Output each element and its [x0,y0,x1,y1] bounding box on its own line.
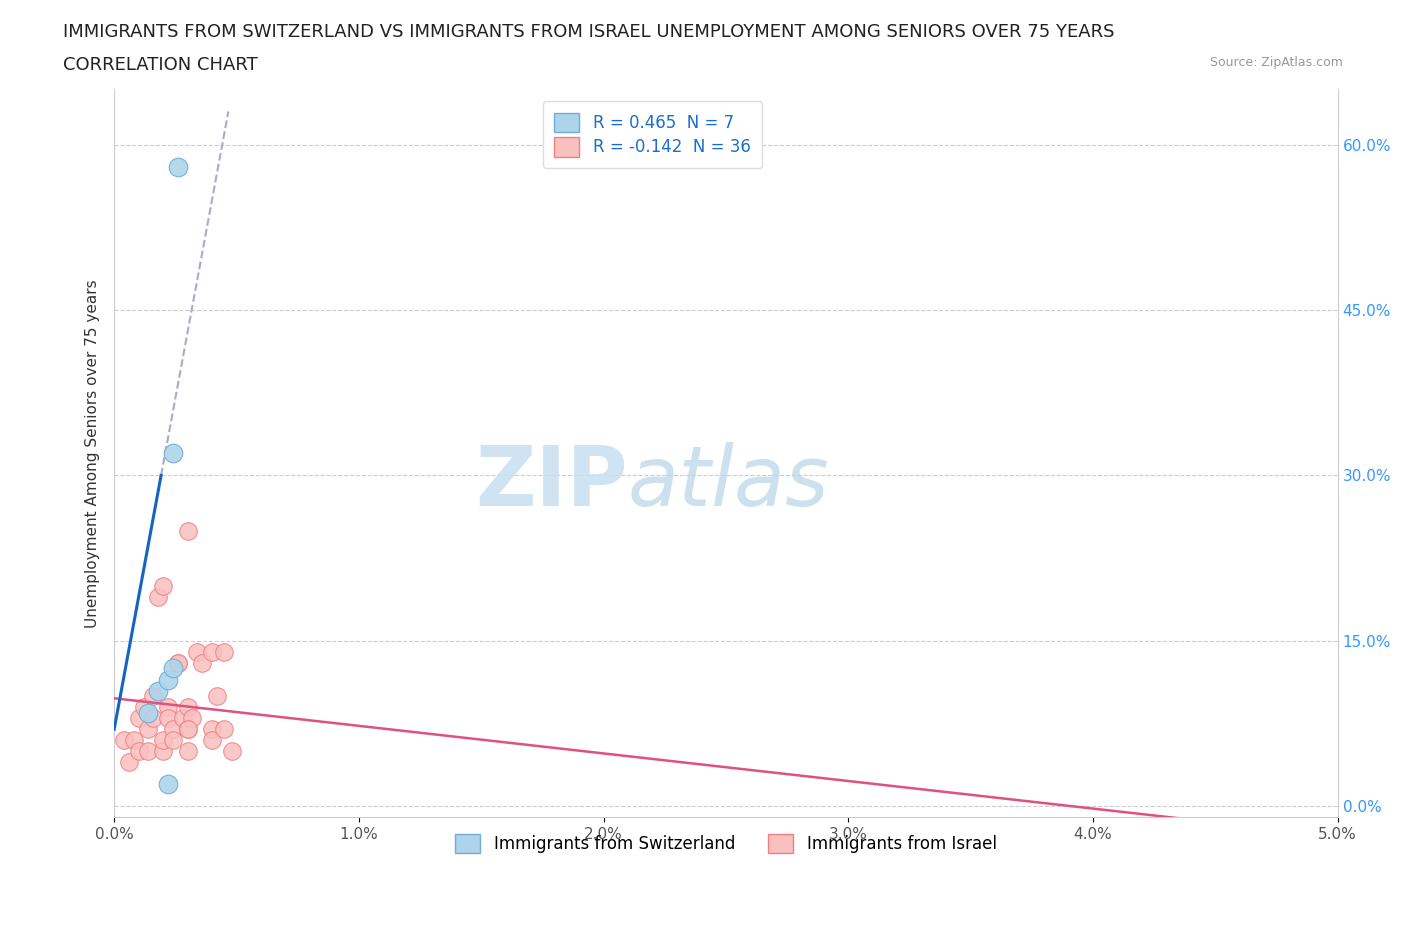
Point [176,722,198,737]
Point [152,733,174,748]
Point [122,733,145,748]
Point [214,644,236,659]
Point [157,672,180,687]
Point [162,722,184,737]
Point [162,733,184,748]
Point [152,744,174,759]
Text: CORRELATION CHART: CORRELATION CHART [63,56,259,73]
Point [186,644,208,659]
Point [138,705,160,720]
Point [166,656,188,671]
Point [157,699,180,714]
Y-axis label: Unemployment Among Seniors over 75 years: Unemployment Among Seniors over 75 years [86,279,100,628]
Point [205,688,228,703]
Point [201,733,224,748]
Point [191,656,214,671]
Point [152,578,174,593]
Point [162,446,184,461]
Text: atlas: atlas [628,442,830,523]
Point [201,722,224,737]
Point [142,688,165,703]
Point [118,755,141,770]
Legend: Immigrants from Switzerland, Immigrants from Israel: Immigrants from Switzerland, Immigrants … [449,828,1004,860]
Point [128,744,150,759]
Text: IMMIGRANTS FROM SWITZERLAND VS IMMIGRANTS FROM ISRAEL UNEMPLOYMENT AMONG SENIORS: IMMIGRANTS FROM SWITZERLAND VS IMMIGRANT… [63,23,1115,41]
Point [148,590,170,604]
Point [157,711,180,725]
Point [214,722,236,737]
Point [166,656,188,671]
Text: ZIP: ZIP [475,442,628,523]
Point [142,711,165,725]
Point [128,711,150,725]
Point [221,744,243,759]
Point [132,699,155,714]
Text: Source: ZipAtlas.com: Source: ZipAtlas.com [1209,56,1343,69]
Point [176,744,198,759]
Point [112,733,135,748]
Point [181,711,204,725]
Point [157,777,180,791]
Point [162,661,184,676]
Point [166,159,188,174]
Point [176,699,198,714]
Point [148,684,170,698]
Point [138,722,160,737]
Point [176,722,198,737]
Point [176,524,198,538]
Point [172,711,194,725]
Point [201,644,224,659]
Point [138,744,160,759]
